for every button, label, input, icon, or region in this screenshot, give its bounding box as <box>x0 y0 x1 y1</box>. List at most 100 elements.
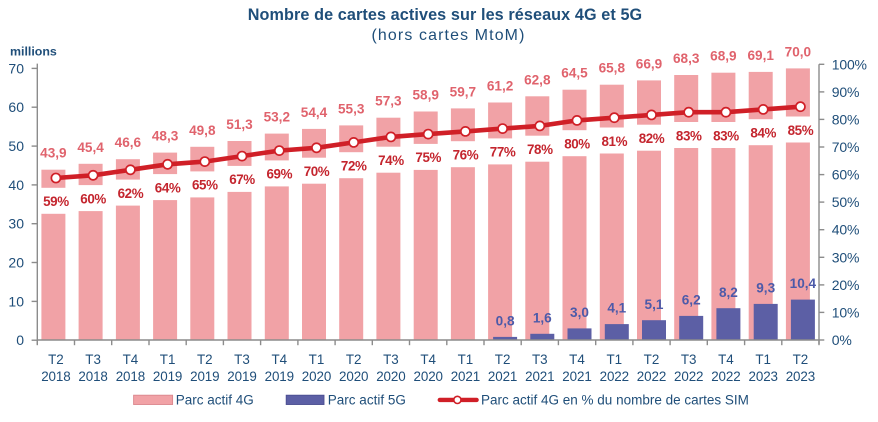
svg-text:T1: T1 <box>755 352 771 367</box>
svg-text:2022: 2022 <box>600 369 629 384</box>
svg-text:57,3: 57,3 <box>375 94 402 109</box>
svg-text:74%: 74% <box>378 153 404 168</box>
svg-text:Parc actif 5G: Parc actif 5G <box>328 392 406 407</box>
svg-text:20: 20 <box>8 255 24 271</box>
svg-text:2020: 2020 <box>339 369 368 384</box>
svg-text:2018: 2018 <box>116 369 145 384</box>
svg-text:2023: 2023 <box>786 369 815 384</box>
svg-text:54,4: 54,4 <box>301 105 328 120</box>
svg-text:50%: 50% <box>832 194 859 210</box>
svg-text:64,5: 64,5 <box>561 66 588 81</box>
svg-text:2021: 2021 <box>451 369 480 384</box>
svg-text:T1: T1 <box>606 352 622 367</box>
svg-text:30%: 30% <box>832 249 859 265</box>
svg-text:85%: 85% <box>788 123 814 138</box>
svg-text:70: 70 <box>8 60 24 76</box>
svg-text:70%: 70% <box>304 164 330 179</box>
svg-text:2019: 2019 <box>190 369 219 384</box>
svg-text:T2: T2 <box>495 352 511 367</box>
svg-text:84%: 84% <box>750 126 776 141</box>
svg-text:60%: 60% <box>80 191 106 206</box>
svg-text:T4: T4 <box>271 352 287 367</box>
svg-text:T4: T4 <box>123 352 139 367</box>
svg-text:2019: 2019 <box>227 369 256 384</box>
svg-text:10,4: 10,4 <box>790 276 817 291</box>
svg-text:2020: 2020 <box>302 369 331 384</box>
svg-text:30: 30 <box>8 216 24 232</box>
svg-text:75%: 75% <box>415 150 441 165</box>
svg-text:76%: 76% <box>453 148 479 163</box>
svg-text:T2: T2 <box>346 352 362 367</box>
svg-text:0%: 0% <box>832 332 852 348</box>
svg-text:60: 60 <box>8 99 24 115</box>
svg-text:T1: T1 <box>309 352 325 367</box>
svg-text:T3: T3 <box>681 352 697 367</box>
svg-text:T4: T4 <box>569 352 585 367</box>
svg-text:T4: T4 <box>718 352 734 367</box>
svg-text:T2: T2 <box>197 352 213 367</box>
svg-text:77%: 77% <box>490 145 516 160</box>
svg-text:2021: 2021 <box>488 369 517 384</box>
svg-text:81%: 81% <box>601 134 627 149</box>
svg-text:40: 40 <box>8 177 24 193</box>
svg-text:T1: T1 <box>160 352 176 367</box>
svg-text:50: 50 <box>8 138 24 154</box>
svg-text:T3: T3 <box>383 352 399 367</box>
svg-text:64%: 64% <box>155 180 181 195</box>
svg-text:2022: 2022 <box>711 369 740 384</box>
svg-text:T3: T3 <box>234 352 250 367</box>
svg-text:Parc actif 4G: Parc actif 4G <box>176 392 254 407</box>
svg-text:90%: 90% <box>832 84 859 100</box>
svg-text:2019: 2019 <box>265 369 294 384</box>
svg-text:59,7: 59,7 <box>450 84 476 99</box>
svg-text:10: 10 <box>8 293 24 309</box>
svg-text:Nombre de cartes actives sur l: Nombre de cartes actives sur les réseaux… <box>248 6 643 24</box>
svg-text:T3: T3 <box>532 352 548 367</box>
svg-text:80%: 80% <box>832 111 859 127</box>
svg-text:70,0: 70,0 <box>785 44 811 59</box>
svg-text:55,3: 55,3 <box>338 101 365 116</box>
svg-text:48,3: 48,3 <box>152 129 179 144</box>
svg-text:53,2: 53,2 <box>264 110 291 125</box>
svg-text:0,8: 0,8 <box>496 314 515 329</box>
svg-text:0: 0 <box>16 332 24 348</box>
svg-text:66,9: 66,9 <box>636 56 663 71</box>
svg-text:72%: 72% <box>341 159 367 174</box>
svg-text:T3: T3 <box>85 352 101 367</box>
svg-text:T1: T1 <box>458 352 474 367</box>
svg-text:83%: 83% <box>713 128 739 143</box>
svg-text:20%: 20% <box>832 277 859 293</box>
svg-text:46,6: 46,6 <box>115 135 142 150</box>
svg-text:8,2: 8,2 <box>719 285 738 300</box>
svg-text:69,1: 69,1 <box>747 48 774 63</box>
svg-text:67%: 67% <box>229 172 255 187</box>
svg-text:60%: 60% <box>832 167 859 183</box>
svg-text:T2: T2 <box>48 352 64 367</box>
svg-text:2018: 2018 <box>78 369 107 384</box>
svg-text:2022: 2022 <box>637 369 666 384</box>
svg-text:millions: millions <box>10 45 57 59</box>
svg-text:45,4: 45,4 <box>77 140 104 155</box>
svg-text:100%: 100% <box>832 56 867 72</box>
svg-text:65,8: 65,8 <box>599 61 626 76</box>
svg-text:T4: T4 <box>420 352 436 367</box>
svg-text:5,1: 5,1 <box>645 297 664 312</box>
svg-text:62,8: 62,8 <box>524 72 551 87</box>
svg-text:(hors cartes MtoM): (hors cartes MtoM) <box>371 27 525 44</box>
svg-text:49,8: 49,8 <box>189 123 216 138</box>
svg-text:61,2: 61,2 <box>487 79 514 94</box>
svg-text:6,2: 6,2 <box>682 293 701 308</box>
svg-text:2020: 2020 <box>414 369 443 384</box>
svg-text:40%: 40% <box>832 222 859 238</box>
svg-text:69%: 69% <box>266 167 292 182</box>
svg-text:78%: 78% <box>527 142 553 157</box>
svg-text:3,0: 3,0 <box>570 305 589 320</box>
svg-text:68,3: 68,3 <box>673 51 700 66</box>
svg-text:59%: 59% <box>43 194 69 209</box>
svg-text:10%: 10% <box>832 304 859 320</box>
svg-text:80%: 80% <box>564 137 590 152</box>
svg-text:51,3: 51,3 <box>226 117 253 132</box>
svg-text:2023: 2023 <box>749 369 778 384</box>
svg-text:2018: 2018 <box>41 369 70 384</box>
svg-text:2021: 2021 <box>562 369 591 384</box>
